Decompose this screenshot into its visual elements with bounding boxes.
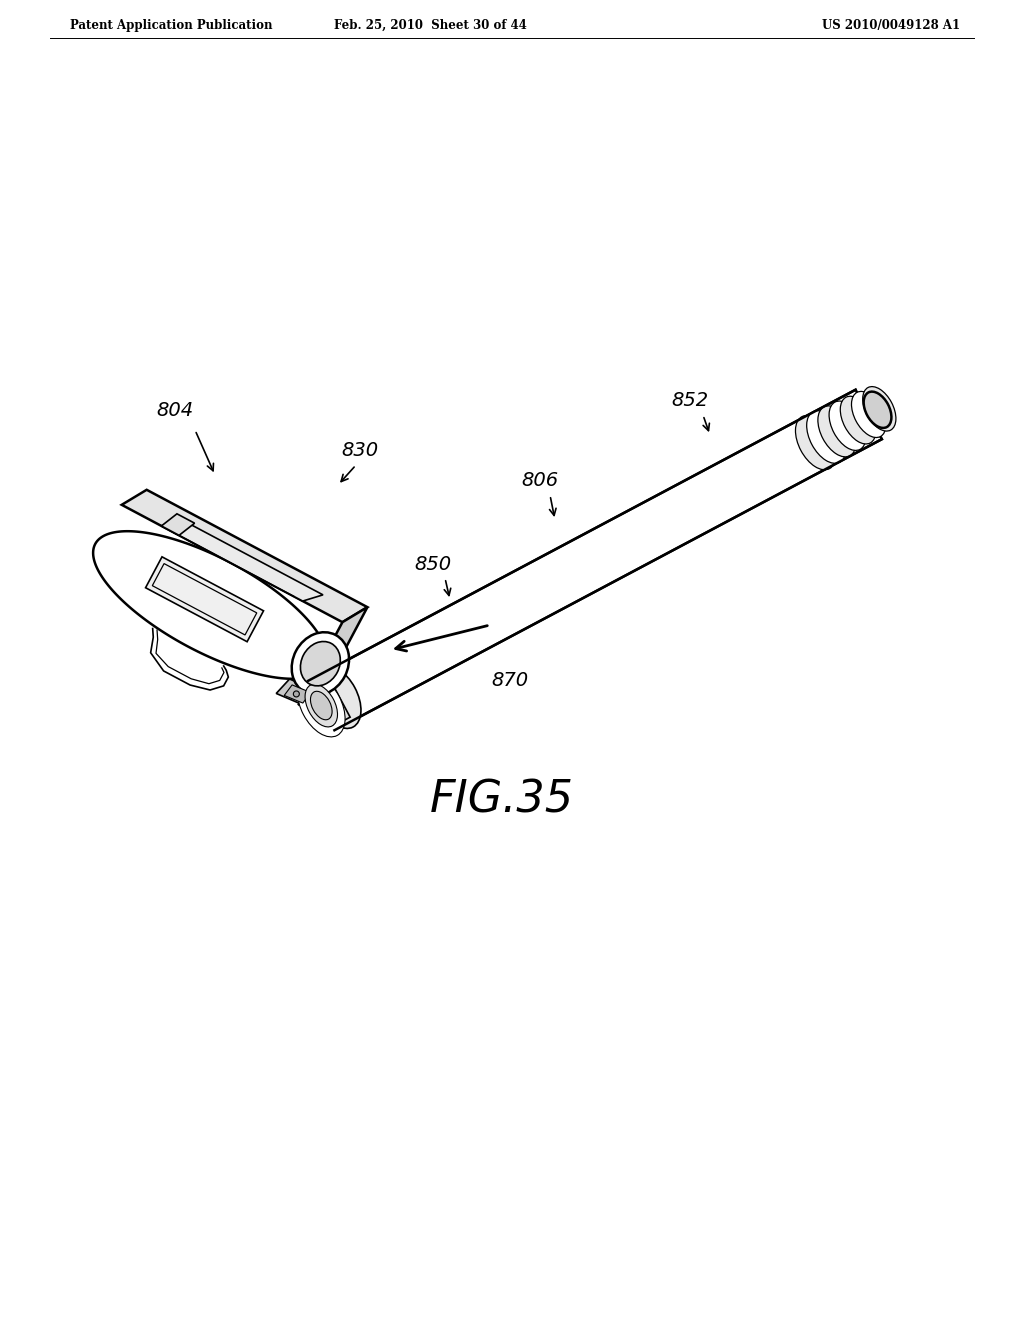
Text: FIG.35: FIG.35: [430, 779, 574, 821]
Polygon shape: [285, 685, 310, 704]
Ellipse shape: [841, 396, 876, 444]
Text: 830: 830: [341, 441, 379, 459]
Ellipse shape: [298, 675, 345, 737]
Polygon shape: [145, 557, 263, 642]
Polygon shape: [308, 389, 882, 730]
Ellipse shape: [293, 690, 299, 697]
Text: Feb. 25, 2010  Sheet 30 of 44: Feb. 25, 2010 Sheet 30 of 44: [334, 18, 526, 32]
Ellipse shape: [796, 416, 836, 470]
Ellipse shape: [807, 411, 846, 463]
Ellipse shape: [829, 401, 866, 450]
Polygon shape: [122, 490, 368, 622]
Ellipse shape: [852, 392, 886, 437]
Ellipse shape: [862, 387, 896, 432]
Ellipse shape: [300, 642, 340, 686]
Polygon shape: [276, 678, 322, 708]
Ellipse shape: [310, 692, 332, 719]
Ellipse shape: [292, 632, 349, 696]
Polygon shape: [162, 520, 323, 601]
Ellipse shape: [313, 665, 360, 729]
Ellipse shape: [305, 684, 338, 727]
Text: 852: 852: [672, 391, 709, 409]
Ellipse shape: [863, 392, 892, 428]
Polygon shape: [162, 513, 195, 536]
Polygon shape: [310, 675, 350, 726]
Text: 806: 806: [521, 470, 558, 490]
Polygon shape: [298, 607, 368, 705]
Ellipse shape: [300, 677, 343, 734]
Text: 870: 870: [492, 671, 528, 689]
Text: US 2010/0049128 A1: US 2010/0049128 A1: [822, 18, 961, 32]
Ellipse shape: [818, 405, 856, 457]
Polygon shape: [93, 531, 327, 678]
Text: 804: 804: [157, 400, 194, 420]
Text: Patent Application Publication: Patent Application Publication: [70, 18, 272, 32]
Text: 850: 850: [415, 556, 452, 574]
Polygon shape: [308, 642, 348, 693]
